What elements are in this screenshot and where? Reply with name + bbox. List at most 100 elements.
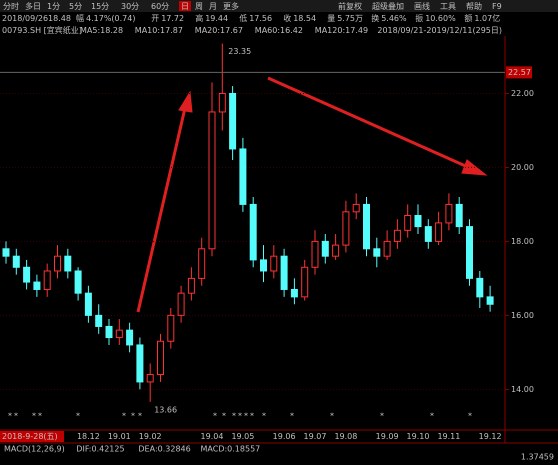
toolbar-tab[interactable]: 日 xyxy=(181,2,189,11)
toolbar-tab[interactable]: 超级叠加 xyxy=(372,1,404,11)
ma-label: MA10:17.87 xyxy=(135,26,183,35)
info-value: 1.07亿 xyxy=(474,13,500,23)
x-tick-label: 19.10 xyxy=(407,432,430,441)
candle-body xyxy=(167,314,175,342)
candle-body xyxy=(126,329,134,346)
info-date: 2018/09/26 xyxy=(2,14,48,23)
y-tick-label: 22.00 xyxy=(511,89,534,98)
info-value: 18.54 xyxy=(293,14,316,23)
ma-label: MA60:16.42 xyxy=(255,26,303,35)
toolbar-tab[interactable]: 多日 xyxy=(25,1,41,11)
low-annotation: 13.66 xyxy=(154,405,177,414)
info-value: 4.17%(0.74) xyxy=(86,14,135,23)
candle-body xyxy=(187,277,195,294)
toolbar-tab[interactable]: 前复权 xyxy=(338,1,362,11)
toolbar-tab[interactable]: 工具 xyxy=(440,2,456,11)
candle-body xyxy=(54,255,61,272)
info-value: 17.56 xyxy=(249,14,272,23)
candle-body xyxy=(249,203,257,261)
x-tick-label: 19.11 xyxy=(437,432,460,441)
candle-body xyxy=(84,292,92,316)
candle-body xyxy=(218,92,226,113)
x-tick-label: 19.01 xyxy=(108,432,131,441)
toolbar-tab[interactable]: 更多 xyxy=(223,1,239,11)
signal-star: * xyxy=(244,412,248,421)
candle-body xyxy=(74,270,82,294)
candle-body xyxy=(290,288,298,298)
candle-body xyxy=(239,148,247,205)
toolbar-tab[interactable]: 30分 xyxy=(121,2,139,11)
macd-label: DEA:0.32846 xyxy=(138,445,190,454)
signal-star: * xyxy=(232,412,236,421)
candle-body xyxy=(342,211,350,246)
candle-body xyxy=(363,203,370,250)
ma-label: MA20:17.67 xyxy=(195,26,243,35)
candle-body xyxy=(445,203,453,224)
stock-code: 00793.SH [宜宾纸业] xyxy=(2,25,82,35)
y-tick-label: 18.00 xyxy=(511,237,534,246)
candle-body xyxy=(373,248,381,257)
toolbar-tab[interactable]: 周 xyxy=(195,2,203,11)
info-label: 振 xyxy=(415,13,423,23)
macd-label: MACD(12,26,9) xyxy=(4,445,65,454)
x-tick-label: 18.12 xyxy=(77,432,100,441)
signal-star: * xyxy=(290,412,294,421)
macd-label: MACD:0.18557 xyxy=(201,445,261,454)
ma-label: MA5:18.28 xyxy=(80,26,123,35)
ma-label: MA120:17.49 xyxy=(315,26,368,35)
x-tick-label: 19.08 xyxy=(334,432,357,441)
info-label: 幅 xyxy=(76,13,84,23)
signal-star: * xyxy=(76,412,80,421)
signal-star: * xyxy=(213,412,217,421)
toolbar-tab[interactable]: 1分 xyxy=(47,2,60,11)
cursor-price: 22.57 xyxy=(508,68,531,77)
info-value: 10.60% xyxy=(425,14,456,23)
candle-body xyxy=(43,270,51,290)
candle-body xyxy=(208,111,216,250)
candle-body xyxy=(33,281,41,290)
signal-marks: * * * * * * * * * * * * * * * * * * * * xyxy=(8,412,472,421)
candle-body xyxy=(352,203,360,213)
y-tick-label: 16.00 xyxy=(511,311,534,320)
toolbar-tab[interactable]: F9 xyxy=(492,2,502,11)
candle-body xyxy=(260,259,267,272)
x-tick-label: 19.02 xyxy=(139,432,162,441)
toolbar-tab[interactable]: 画线 xyxy=(414,1,430,11)
toolbar-tab[interactable]: 5分 xyxy=(69,2,82,11)
toolbar xyxy=(0,0,558,12)
info-value: 5.46% xyxy=(381,14,407,23)
toolbar-tab[interactable]: 60分 xyxy=(151,2,169,11)
candle-body xyxy=(280,255,288,290)
info-label: 量 xyxy=(327,14,335,23)
candle-body xyxy=(95,314,103,327)
y-tick-label: 14.00 xyxy=(511,385,534,394)
toolbar-tab[interactable]: 月 xyxy=(209,2,217,11)
x-tick-label: 19.05 xyxy=(231,432,254,441)
signal-star: * xyxy=(32,412,36,421)
candle-body xyxy=(177,292,185,316)
x-tick-label: 19.07 xyxy=(304,432,327,441)
signal-star: * xyxy=(238,412,242,421)
info-label: 高 xyxy=(195,13,203,23)
cursor-date-box xyxy=(0,431,64,442)
candle-body xyxy=(105,325,113,339)
signal-star: * xyxy=(131,412,135,421)
signal-star: * xyxy=(122,412,126,421)
candle-body xyxy=(383,240,391,257)
x-tick-label: 19.04 xyxy=(201,432,224,441)
arrows xyxy=(136,76,488,313)
info-value: 19.44 xyxy=(205,14,228,23)
tab-selected xyxy=(179,1,191,11)
candle-body xyxy=(270,255,278,272)
info-label: 开 xyxy=(151,14,159,23)
candle-body xyxy=(23,266,31,283)
signal-star: * xyxy=(38,412,42,421)
signal-star: * xyxy=(380,412,384,421)
toolbar-tab[interactable]: 15分 xyxy=(91,2,109,11)
candle-body xyxy=(455,203,463,228)
toolbar-tab[interactable]: 帮助 xyxy=(466,1,482,11)
cursor-date: 2018-9-28(五) xyxy=(2,432,58,441)
toolbar-tab[interactable]: 分时 xyxy=(3,1,19,11)
candle-body xyxy=(393,229,401,242)
date-range: 2018/09/21-2019/12/11(295日) xyxy=(377,26,502,35)
